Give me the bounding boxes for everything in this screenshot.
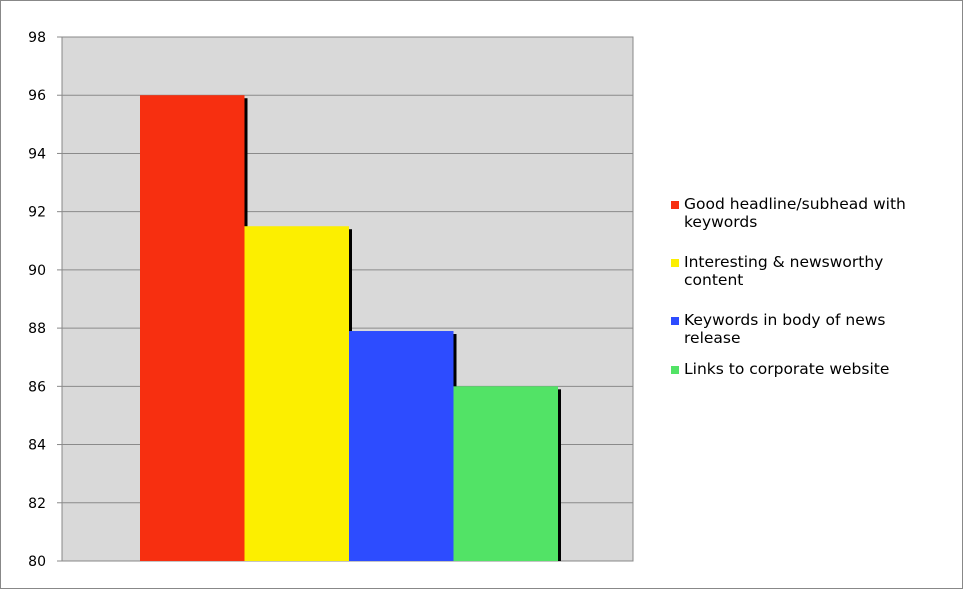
- y-tick-label: 88: [28, 321, 46, 337]
- legend-label: release: [684, 329, 741, 347]
- legend-swatch: [671, 259, 679, 267]
- y-tick-label: 92: [28, 205, 46, 221]
- bar: [244, 226, 349, 561]
- legend-label: content: [684, 271, 743, 289]
- y-tick-label: 80: [28, 554, 46, 570]
- bar-shadow: [558, 389, 561, 561]
- legend-label: keywords: [684, 213, 757, 231]
- legend-label: Links to corporate website: [684, 360, 889, 378]
- legend-label: Keywords in body of news: [684, 311, 886, 329]
- legend-swatch: [671, 366, 679, 374]
- bars: [140, 95, 561, 561]
- legend-swatch: [671, 317, 679, 325]
- y-tick-label: 98: [28, 30, 46, 46]
- y-tick-label: 94: [28, 146, 46, 162]
- y-tick-label: 82: [28, 496, 46, 512]
- bar: [349, 331, 454, 561]
- legend-label: Good headline/subhead with: [684, 195, 906, 213]
- legend-label: Interesting & newsworthy: [684, 253, 883, 271]
- bar: [140, 95, 245, 561]
- bar: [453, 386, 558, 561]
- y-tick-label: 90: [28, 263, 46, 279]
- y-tick-label: 84: [28, 438, 46, 454]
- y-tick-label: 86: [28, 379, 46, 395]
- y-tick-label: 96: [28, 88, 46, 104]
- y-axis-tick-labels: 80 82 84 86 88 90 92 94 96 98: [28, 30, 46, 570]
- legend-swatch: [671, 201, 679, 209]
